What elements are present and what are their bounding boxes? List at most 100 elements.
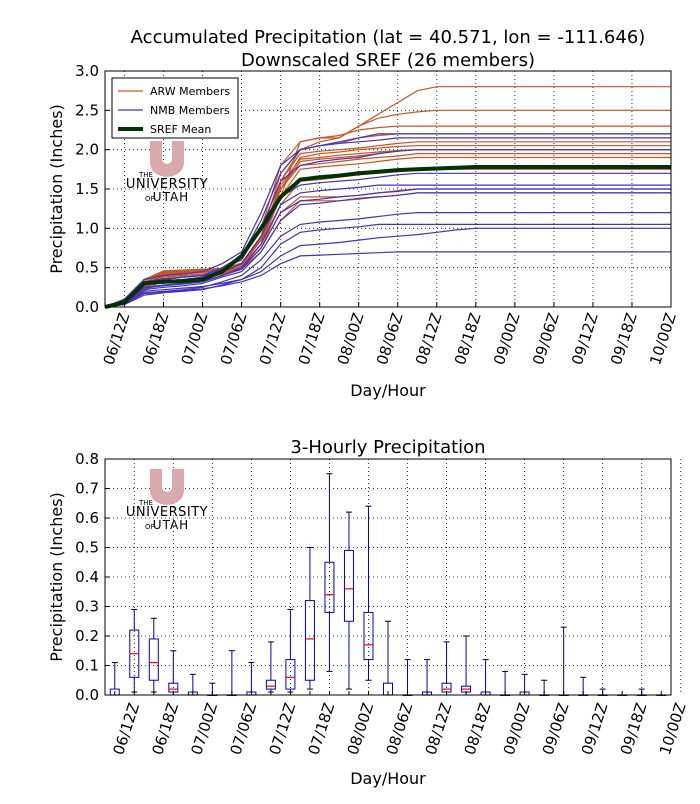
boxplot (383, 620, 393, 696)
x-tick-label: 07/06Z (217, 311, 251, 367)
boxplot (265, 641, 276, 693)
y-tick-label: 2.5 (75, 101, 99, 119)
boxplot (558, 626, 569, 696)
nmb-member-line (104, 223, 671, 308)
watermark-text: UNIVERSITY (126, 177, 208, 192)
x-tick-label: 07/06Z (227, 701, 261, 757)
x-tick-label: 09/12Z (578, 701, 612, 757)
box-iqr (148, 638, 159, 681)
watermark-text: UTAH (153, 190, 189, 204)
x-tick-label: 06/12Z (109, 701, 143, 757)
x-tick-label: 08/00Z (334, 311, 368, 367)
boxplot (304, 547, 315, 690)
x-tick-label: 08/12Z (412, 311, 446, 367)
top-x-ticks: 06/12Z 06/18Z 07/00Z 07/06Z 07/12Z 07/18Z 08/0… (100, 302, 680, 367)
x-tick-label: 06/12Z (100, 311, 134, 367)
box-iqr (363, 611, 374, 661)
nmb-member-line (104, 227, 671, 308)
y-tick-label: 0.4 (75, 568, 99, 586)
top-series-group (104, 86, 671, 309)
boxplot (402, 659, 413, 696)
watermark-text: THE (138, 171, 153, 179)
boxplot (129, 608, 140, 693)
legend-label: ARW Members (150, 85, 230, 98)
bottom-x-ticks: 06/12Z 06/18Z 07/00Z 07/06Z 07/12Z 07/18Z 08/0… (109, 691, 690, 757)
y-tick-label: 1.0 (75, 219, 99, 237)
boxplot (422, 659, 433, 696)
box-iqr (343, 549, 354, 622)
x-tick-label: 06/18Z (148, 701, 182, 757)
top-y-axis-label: Precipitation (Inches) (47, 104, 66, 274)
box-iqr (324, 561, 335, 613)
x-tick-label: 08/12Z (422, 701, 456, 757)
x-tick-label: 08/00Z (344, 701, 378, 757)
box-iqr (285, 659, 296, 690)
y-tick-label: 1.5 (75, 180, 99, 198)
watermark-text: OF (145, 523, 155, 531)
bottom-gridlines (105, 458, 682, 696)
x-tick-label: 07/12Z (256, 311, 290, 367)
x-tick-label: 08/18Z (461, 701, 495, 757)
utah-u-logo (150, 469, 184, 505)
x-tick-label: 09/06Z (529, 311, 563, 367)
top-y-ticks: 0.0 0.5 1.0 1.5 2.0 2.5 3.0 (75, 62, 110, 316)
x-tick-label: 10/00Z (656, 701, 690, 757)
x-tick-label: 06/18Z (139, 311, 173, 367)
boxplot (148, 617, 159, 693)
x-tick-label: 07/00Z (178, 311, 212, 367)
x-tick-label: 07/12Z (266, 701, 300, 757)
nmb-member-line (104, 251, 671, 308)
top-x-axis-label: Day/Hour (350, 381, 426, 400)
x-tick-label: 08/06Z (383, 701, 417, 757)
arw-member-line (104, 153, 671, 308)
nmb-member-line (104, 192, 671, 308)
boxplot (109, 662, 120, 696)
legend-label: SREF Mean (150, 123, 211, 136)
x-tick-label: 09/12Z (568, 311, 602, 367)
y-tick-label: 3.0 (75, 62, 99, 80)
nmb-member-line (104, 137, 671, 308)
box-iqr (304, 600, 315, 681)
boxplot (363, 505, 374, 681)
bottom-y-axis-label: Precipitation (Inches) (47, 492, 66, 662)
nmb-member-line (104, 188, 671, 308)
legend-label: NMB Members (150, 104, 230, 117)
y-tick-label: 2.0 (75, 141, 99, 159)
boxplot (226, 650, 237, 696)
y-tick-label: 0.3 (75, 598, 99, 616)
chart-subtitle: Downscaled SREF (26 members) (241, 50, 535, 71)
x-tick-label: 09/00Z (490, 311, 524, 367)
bottom-chart-title: 3-Hourly Precipitation (290, 437, 485, 458)
x-tick-label: 09/06Z (539, 701, 573, 757)
bottom-y-ticks: 0.0 0.1 0.2 0.3 0.4 0.5 0.6 0.7 0.8 (75, 450, 110, 704)
watermark-text: THE (138, 499, 153, 507)
x-tick-label: 09/18Z (607, 311, 641, 367)
y-tick-label: 0.0 (75, 686, 99, 704)
x-tick-label: 07/18Z (295, 311, 329, 367)
y-tick-label: 0.0 (75, 298, 99, 316)
x-tick-label: 09/18Z (617, 701, 651, 757)
y-tick-label: 0.5 (75, 259, 99, 277)
boxplot (246, 662, 257, 696)
watermark-text: UNIVERSITY (126, 505, 208, 520)
watermark-text: OF (145, 195, 155, 203)
x-tick-label: 09/00Z (500, 701, 534, 757)
y-tick-label: 0.7 (75, 480, 99, 498)
chart-title: Accumulated Precipitation (lat = 40.571,… (131, 27, 646, 48)
y-tick-label: 0.6 (75, 509, 99, 527)
nmb-member-line (104, 172, 671, 308)
y-tick-label: 0.5 (75, 539, 99, 557)
legend: ARW Members NMB Members SREF Mean (111, 77, 239, 139)
x-tick-label: 07/00Z (187, 701, 221, 757)
x-tick-label: 07/18Z (305, 701, 339, 757)
sref-mean-line (104, 165, 671, 309)
nmb-member-line (104, 149, 671, 308)
boxplot (324, 473, 335, 672)
x-tick-label: 08/06Z (373, 311, 407, 367)
y-tick-label: 0.1 (75, 657, 99, 675)
y-tick-label: 0.8 (75, 450, 99, 468)
y-tick-label: 0.2 (75, 627, 99, 645)
